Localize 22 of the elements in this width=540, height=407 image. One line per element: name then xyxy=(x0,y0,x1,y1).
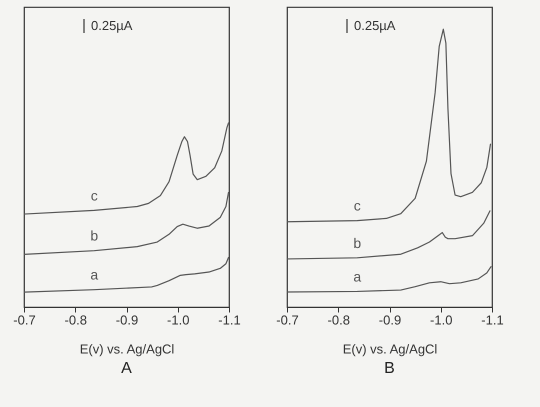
x-tick-label: -1.0 xyxy=(430,312,452,328)
text: 0.25µA xyxy=(91,18,133,33)
x-tick-label: -0.9 xyxy=(116,312,138,328)
x-tick-label: -1.0 xyxy=(167,312,190,328)
series-label: c xyxy=(90,187,98,204)
x-axis-title: E(v) vs. Ag/AgCl xyxy=(80,342,174,356)
x-tick-label: -1.1 xyxy=(218,312,241,328)
annotation: 0.25µA xyxy=(354,18,396,33)
text: B xyxy=(384,360,395,377)
x-tick-label: -1.1 xyxy=(481,312,504,328)
series-label: c xyxy=(354,198,361,214)
series-label: b xyxy=(353,234,362,251)
text: A xyxy=(121,360,132,377)
x-tick-label: -0.8 xyxy=(328,312,350,328)
series-label: b xyxy=(90,228,98,244)
series-label: a xyxy=(353,268,362,284)
x-axis-title: E(v) vs. Ag/AgCl xyxy=(342,342,438,356)
x-tick-label: -0.7 xyxy=(13,312,36,328)
series-label: a xyxy=(90,266,98,283)
x-tick-label: -0.8 xyxy=(64,312,87,328)
x-tick-label: -0.7 xyxy=(276,312,299,328)
x-tick-label: -0.9 xyxy=(378,312,402,328)
